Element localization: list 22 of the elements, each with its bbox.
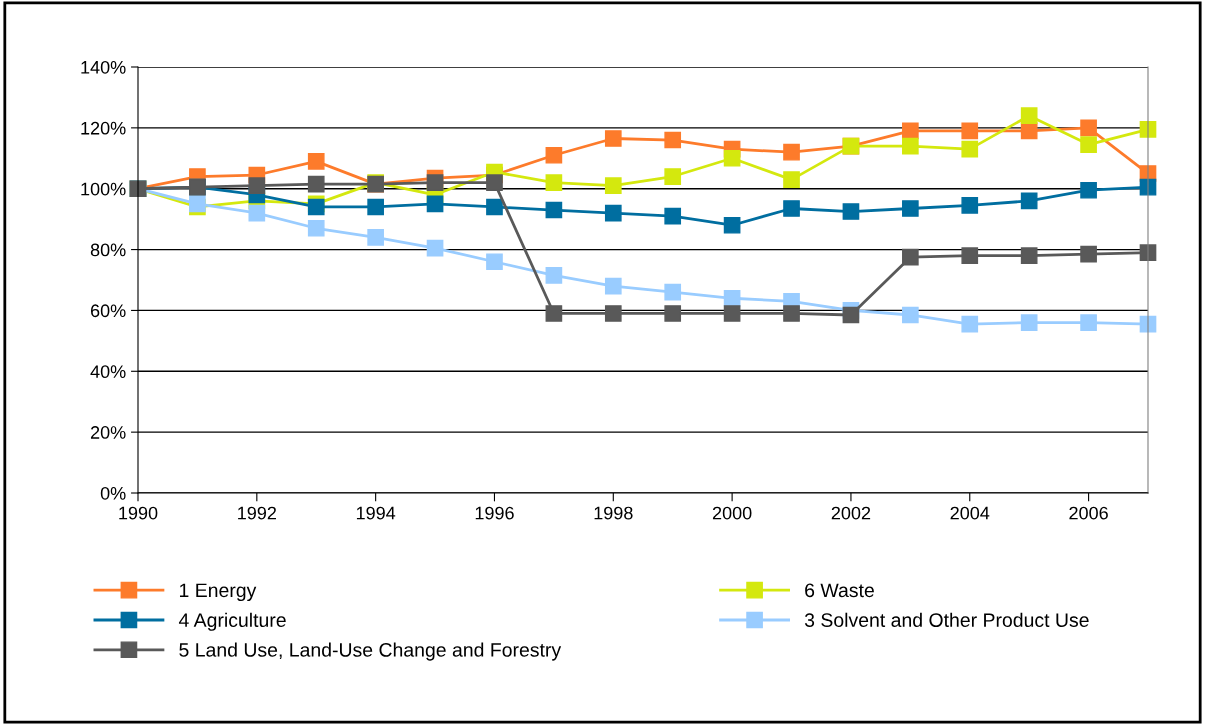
- x-tick-label: 1996: [475, 506, 514, 520]
- legend-label: 4 Agriculture: [178, 612, 286, 631]
- y-tick-label: 60%: [90, 304, 126, 318]
- y-tick-label: 120%: [81, 121, 126, 135]
- y-tick-label: 40%: [90, 365, 126, 379]
- y-tick-label: 80%: [90, 243, 126, 257]
- x-tick-label: 1994: [356, 506, 396, 520]
- legend-label: 3 Solvent and Other Product Use: [804, 612, 1089, 627]
- x-tick-label: 2004: [950, 506, 990, 520]
- legend-label: 5 Land Use, Land-Use Change and Forestry: [179, 642, 562, 661]
- legend-label: 1 Energy: [179, 583, 257, 602]
- y-tick-label: 20%: [90, 426, 126, 439]
- x-tick-label: 1992: [238, 506, 276, 520]
- y-tick-label: 100%: [81, 182, 126, 196]
- y-tick-label: 0%: [100, 486, 126, 500]
- x-tick-label: 2002: [831, 506, 871, 520]
- x-tick-label: 2000: [712, 506, 752, 520]
- x-tick-label: 1998: [594, 506, 633, 520]
- y-tick-label: 140%: [81, 60, 126, 74]
- x-tick-label: 2006: [1069, 506, 1108, 520]
- legend-label: 6 Waste: [805, 583, 874, 598]
- x-tick-label: 1990: [119, 506, 158, 520]
